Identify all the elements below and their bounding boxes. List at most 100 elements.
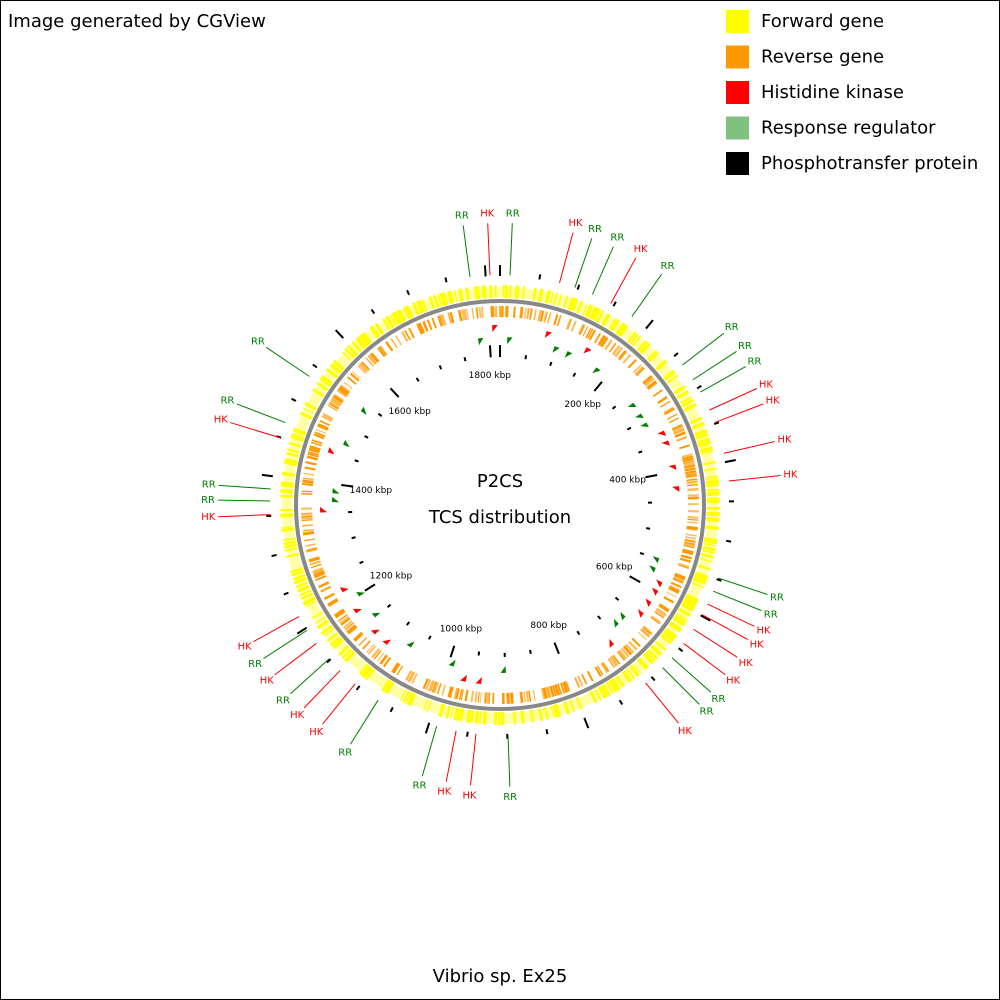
- forward-gene: [597, 686, 606, 699]
- reverse-gene: [519, 691, 524, 703]
- forward-gene: [647, 648, 659, 660]
- reverse-gene: [652, 389, 663, 398]
- forward-gene: [691, 421, 705, 429]
- forward-gene: [703, 539, 717, 545]
- forward-gene: [418, 299, 426, 313]
- reverse-gene: [327, 598, 338, 606]
- forward-gene: [676, 390, 690, 400]
- legend-label: Reverse gene: [761, 47, 884, 68]
- forward-gene: [695, 433, 709, 440]
- forward-gene: [569, 297, 577, 311]
- reverse-gene: [634, 365, 644, 376]
- inner-tick: [529, 649, 532, 655]
- reverse-gene: [594, 666, 602, 678]
- reverse-gene: [315, 428, 327, 434]
- feature-marker: [320, 506, 328, 513]
- reverse-gene: [347, 625, 358, 635]
- reverse-gene: [680, 554, 693, 560]
- forward-gene: [316, 382, 329, 392]
- reverse-gene: [320, 585, 331, 593]
- forward-gene: [543, 706, 550, 720]
- reverse-gene: [546, 686, 551, 698]
- feature-label: HK: [739, 658, 754, 669]
- forward-gene: [668, 622, 681, 633]
- reverse-gene: [669, 584, 681, 591]
- forward-gene: [396, 309, 406, 323]
- feature-line: [253, 616, 300, 643]
- forward-gene: [538, 708, 543, 722]
- reverse-gene: [314, 431, 326, 438]
- forward-gene: [602, 683, 611, 697]
- forward-gene: [532, 287, 537, 301]
- reverse-gene: [334, 393, 345, 402]
- forward-gene: [698, 441, 712, 447]
- reverse-gene: [651, 615, 662, 624]
- forward-gene: [357, 336, 368, 348]
- reverse-gene: [685, 472, 697, 477]
- legend-swatch: [726, 81, 749, 104]
- reverse-gene: [373, 650, 382, 660]
- feature-line: [445, 730, 457, 782]
- forward-gene: [402, 306, 411, 320]
- feature-line: [713, 590, 762, 612]
- feature-marker: [544, 331, 553, 338]
- scale-label: 400 kbp: [609, 476, 646, 486]
- reverse-gene: [310, 441, 322, 447]
- reverse-gene: [577, 323, 584, 335]
- reverse-gene: [352, 371, 361, 380]
- forward-gene: [555, 703, 562, 718]
- outer-tick: [538, 274, 542, 280]
- forward-gene: [280, 513, 294, 516]
- forward-gene: [552, 292, 559, 306]
- inner-tick: [477, 651, 481, 656]
- reverse-gene: [687, 516, 699, 519]
- reverse-gene: [681, 550, 694, 556]
- reverse-gene: [385, 341, 394, 352]
- inner-tick: [488, 345, 492, 358]
- reverse-gene: [327, 404, 338, 412]
- forward-gene: [683, 402, 696, 411]
- feature-line: [709, 388, 758, 411]
- reverse-gene: [457, 310, 463, 322]
- feature-line: [274, 643, 317, 676]
- outer-tick: [678, 647, 684, 653]
- forward-gene: [347, 344, 359, 357]
- inner-tick: [364, 435, 369, 439]
- forward-gene: [292, 430, 306, 436]
- feature-marker: [592, 367, 601, 374]
- scale-label: 800 kbp: [530, 621, 567, 631]
- outer-tick: [696, 385, 702, 390]
- feature-label: RR: [276, 695, 290, 706]
- feature-line: [700, 366, 746, 393]
- forward-gene: [352, 340, 363, 352]
- forward-gene: [397, 309, 406, 322]
- forward-gene: [521, 710, 525, 724]
- inner-tick: [576, 630, 581, 636]
- reverse-gene: [449, 311, 455, 324]
- reverse-gene: [441, 684, 447, 696]
- reverse-gene: [307, 453, 319, 458]
- forward-gene: [280, 481, 295, 486]
- forward-gene: [408, 693, 416, 706]
- reverse-gene: [614, 347, 623, 358]
- forward-gene: [515, 285, 520, 299]
- legend-label: Response regulator: [761, 118, 936, 139]
- reverse-gene: [588, 329, 596, 341]
- reverse-gene: [594, 332, 602, 344]
- forward-gene: [330, 363, 342, 374]
- forward-gene: [636, 340, 647, 351]
- feature-line: [218, 514, 271, 518]
- reverse-gene: [523, 691, 527, 703]
- forward-gene: [676, 612, 688, 621]
- reverse-gene: [671, 424, 683, 431]
- forward-gene: [615, 675, 626, 688]
- reverse-gene: [337, 387, 349, 397]
- reverse-gene: [556, 315, 562, 327]
- feature-line: [421, 725, 438, 777]
- reverse-gene: [687, 494, 699, 497]
- reverse-gene: [309, 557, 321, 563]
- reverse-gene: [448, 686, 454, 698]
- reverse-gene: [304, 466, 316, 470]
- reverse-gene: [302, 524, 314, 527]
- outer-tick: [724, 459, 736, 464]
